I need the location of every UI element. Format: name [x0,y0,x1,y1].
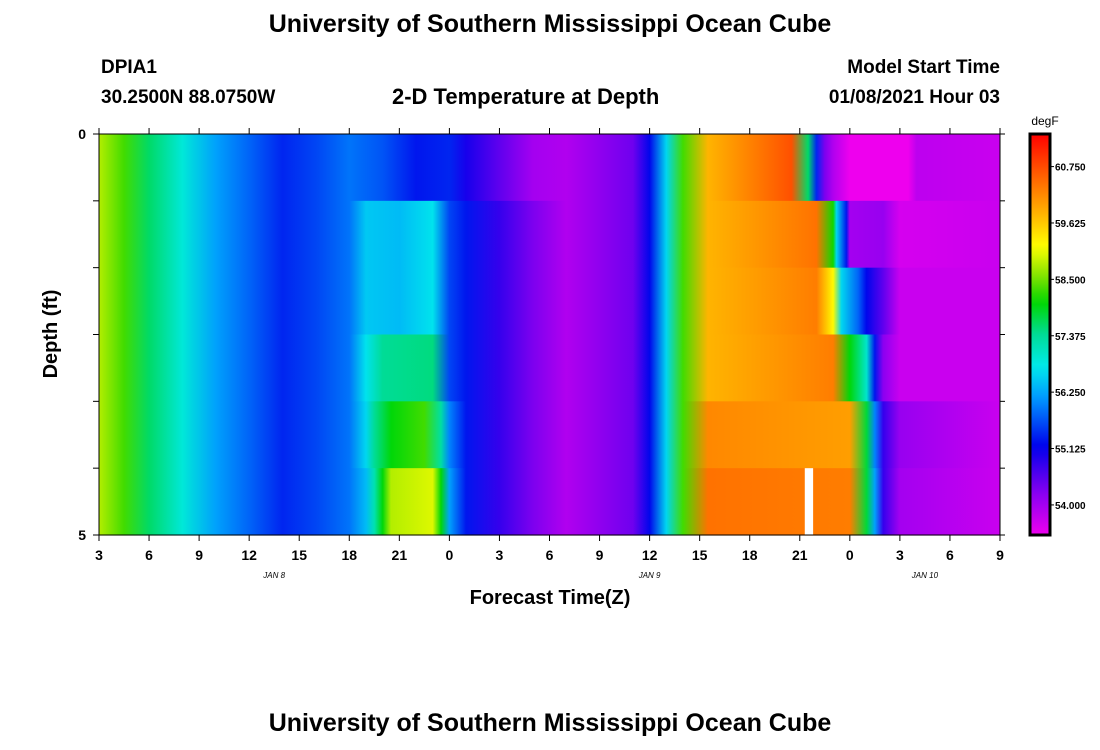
colorbar-tick-label: 56.250 [1055,388,1086,399]
x-tick-label: 9 [596,547,604,563]
depth-layer-2 [99,267,1000,336]
heatmap-layers [99,134,1000,536]
colorbar-tick-label: 54.000 [1055,501,1086,512]
depth-layer-1 [99,200,1000,269]
date-label: JAN 8 [262,571,285,580]
x-tick-label: 12 [241,547,257,563]
depth-layer-5 [99,468,1000,536]
colorbar-tick-label: 57.375 [1055,332,1086,343]
y-tick-label: 5 [78,527,86,543]
date-label: JAN 9 [638,571,661,580]
x-tick-label: 6 [946,547,954,563]
y-tick-label: 0 [78,126,86,142]
x-axis-label: Forecast Time(Z) [470,587,631,609]
model-start-time: 01/08/2021 Hour 03 [828,87,1000,108]
colorbar-tick-label: 58.500 [1055,275,1086,286]
missing-data-gap [804,468,814,535]
colorbar-tick-label: 60.750 [1055,163,1086,174]
x-tick-label: 0 [846,547,854,563]
x-tick-label: 15 [291,547,307,563]
x-tick-label: 6 [546,547,554,563]
station-coords: 30.2500N 88.0750W [101,87,276,108]
plot-title: 2-D Temperature at Depth [392,84,660,109]
x-tick-label: 18 [742,547,758,563]
x-tick-label: 21 [792,547,808,563]
x-tick-label: 6 [145,547,153,563]
y-axis: 05 [78,126,1005,543]
x-tick-label: 18 [341,547,357,563]
colorbar: 60.750 59.625 58.500 57.375 56.250 55.125 54.0… [1028,132,1086,537]
x-tick-label: 9 [996,547,1004,563]
depth-layer-4 [99,401,1000,469]
x-tick-label: 0 [445,547,453,563]
x-tick-label: 15 [692,547,708,563]
x-axis: 3 6 9 12 15 18 21 0 3 6 9 12 15 18 21 0 3 6 9 JAN 8 JAN 9 JAN… [95,128,1004,580]
colorbar-tick-label: 55.125 [1055,445,1086,456]
x-tick-label: 3 [95,547,103,563]
x-tick-label: 12 [642,547,658,563]
x-tick-label: 3 [896,547,904,563]
depth-layer-0 [99,134,1000,202]
colorbar-scale [1028,132,1052,537]
colorbar-tick-label: 59.625 [1055,219,1086,230]
colorbar-unit-label: degF [1031,114,1058,128]
footer-title: University of Southern Mississippi Ocean… [268,709,832,737]
x-tick-label: 21 [392,547,408,563]
station-id: DPIA1 [101,57,157,78]
depth-layer-3 [99,334,1000,402]
y-axis-label: Depth (ft) [40,290,62,379]
missing-data-layer [804,468,814,535]
x-tick-label: 3 [496,547,504,563]
model-start-label: Model Start Time [847,57,1000,78]
date-label: JAN 10 [911,571,939,580]
x-tick-label: 9 [195,547,203,563]
page-title: University of Southern Mississippi Ocean… [268,10,832,38]
